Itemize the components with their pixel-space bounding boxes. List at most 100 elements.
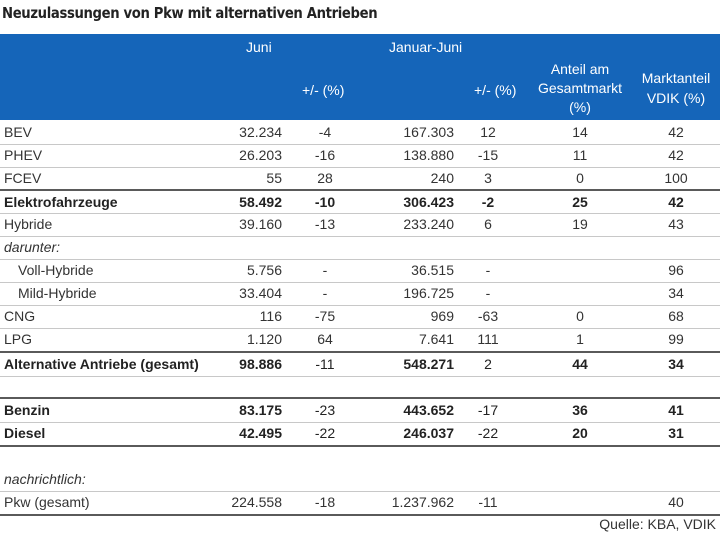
cell-change-januar-juni: -15	[477, 147, 499, 163]
cell-januar-juni: 233.240	[403, 216, 454, 232]
cell-juni: 1.120	[246, 331, 282, 347]
cell-januar-juni: 443.652	[403, 402, 454, 418]
cell-marktanteil: 99	[668, 331, 684, 347]
row-divider	[0, 351, 720, 353]
cell-marktanteil: 42	[668, 147, 684, 163]
table-row-phev: PHEV 26.203 -16 138.880 -15 11 42	[0, 144, 720, 167]
cell-anteil: 36	[572, 402, 588, 418]
cell-change-januar-juni: -	[485, 262, 491, 278]
header-anteil-line3: (%)	[569, 99, 591, 115]
cell-juni: 83.175	[239, 402, 282, 418]
cell-juni: 33.404	[239, 285, 282, 301]
cell-januar-juni: 240	[430, 170, 454, 186]
row-label: Hybride	[4, 216, 53, 232]
cell-juni: 98.886	[239, 356, 282, 372]
row-divider	[0, 144, 720, 145]
row-divider	[0, 213, 720, 214]
cell-juni: 26.203	[239, 147, 282, 163]
header-marktanteil-line1: Marktanteil	[641, 70, 711, 86]
header-change-januar-juni: +/- (%)	[474, 82, 517, 98]
cell-januar-juni: 246.037	[403, 425, 454, 441]
table-row-nachrichtlich: nachrichtlich:	[0, 468, 720, 491]
cell-januar-juni: 1.237.962	[391, 494, 454, 510]
header-anteil-line1: Anteil am	[550, 61, 610, 77]
cell-marktanteil: 34	[668, 356, 684, 372]
cell-juni: 55	[266, 170, 282, 186]
row-label: Alternative Antriebe (gesamt)	[4, 356, 199, 372]
cell-januar-juni: 548.271	[403, 356, 454, 372]
header-anteil-line2: Gesamtmarkt	[537, 80, 622, 96]
row-label: nachrichtlich:	[4, 471, 86, 487]
row-divider	[0, 491, 720, 492]
cell-januar-juni: 969	[430, 308, 454, 324]
cell-change-juni: -75	[314, 308, 336, 324]
cell-change-januar-juni: 3	[484, 170, 492, 186]
table-row-cng: CNG 116 -75 969 -63 0 68	[0, 305, 720, 328]
table-row-hybride: Hybride 39.160 -13 233.240 6 19 43	[0, 213, 720, 236]
cell-marktanteil: 42	[668, 194, 684, 210]
cell-januar-juni: 306.423	[403, 194, 454, 210]
table-row-pkw-gesamt: Pkw (gesamt) 224.558 -18 1.237.962 -11 4…	[0, 491, 720, 514]
cell-change-juni: -22	[314, 425, 336, 441]
row-divider	[0, 167, 720, 168]
cell-change-juni: -4	[318, 124, 332, 140]
row-label: Pkw (gesamt)	[4, 494, 90, 510]
table-header: Juni Januar-Juni +/- (%) +/- (%) Anteil …	[0, 34, 720, 120]
table-row-darunter: darunter:	[0, 236, 720, 259]
cell-januar-juni: 36.515	[411, 262, 454, 278]
table-row-voll-hybride: Voll-Hybride 5.756 - 36.515 - 96	[0, 259, 720, 282]
cell-change-januar-juni: 111	[477, 331, 499, 347]
cell-marktanteil: 68	[668, 308, 684, 324]
cell-marktanteil: 43	[668, 216, 684, 232]
cell-change-januar-juni: 2	[484, 356, 492, 372]
table-row-elektrofahrzeuge: Elektrofahrzeuge 58.492 -10 306.423 -2 2…	[0, 191, 720, 214]
table-row-alternative-antriebe: Alternative Antriebe (gesamt) 98.886 -11…	[0, 353, 720, 376]
row-label: PHEV	[4, 147, 43, 163]
cell-juni: 39.160	[239, 216, 282, 232]
cell-change-juni: -23	[314, 402, 336, 418]
cell-anteil: 44	[572, 356, 588, 372]
header-change-juni: +/- (%)	[302, 82, 345, 98]
row-divider	[0, 328, 720, 329]
cell-januar-juni: 138.880	[403, 147, 454, 163]
cell-marktanteil: 41	[668, 402, 684, 418]
cell-marktanteil: 31	[668, 425, 684, 441]
cell-change-juni: -	[322, 262, 328, 278]
row-label: FCEV	[4, 170, 42, 186]
table-row-bev: BEV 32.234 -4 167.303 12 14 42	[0, 121, 720, 144]
row-divider	[0, 282, 720, 283]
table-title: Neuzulassungen von Pkw mit alternativen …	[2, 4, 378, 22]
section-divider	[0, 397, 720, 399]
table-row-lpg: LPG 1.120 64 7.641 111 1 99	[0, 328, 720, 351]
cell-januar-juni: 196.725	[403, 285, 454, 301]
row-label: LPG	[4, 331, 33, 347]
cell-change-januar-juni: 6	[484, 216, 492, 232]
cell-change-januar-juni: -	[485, 285, 491, 301]
table-row-fcev: FCEV 55 28 240 3 0 100	[0, 167, 720, 190]
row-divider	[0, 189, 720, 191]
row-label: Mild-Hybride	[18, 285, 97, 301]
cell-anteil: 1	[576, 331, 584, 347]
cell-change-juni: -18	[314, 494, 336, 510]
header-marktanteil-line2: VDIK (%)	[646, 90, 706, 106]
cell-marktanteil: 100	[664, 170, 688, 186]
cell-change-juni: 64	[317, 331, 333, 347]
cell-change-juni: 28	[317, 170, 333, 186]
cell-change-januar-juni: -63	[477, 308, 499, 324]
source-note: Quelle: KBA, VDIK	[599, 516, 716, 532]
cell-change-juni: -16	[314, 147, 336, 163]
cell-marktanteil: 40	[668, 494, 684, 510]
row-divider	[0, 376, 720, 377]
cell-anteil: 0	[576, 308, 584, 324]
table-row-mild-hybride: Mild-Hybride 33.404 - 196.725 - 34	[0, 282, 720, 305]
table-row-diesel: Diesel 42.495 -22 246.037 -22 20 31	[0, 422, 720, 445]
cell-juni: 116	[259, 308, 282, 324]
cell-change-januar-juni: -17	[477, 402, 499, 418]
row-divider	[0, 236, 720, 237]
row-divider	[0, 259, 720, 260]
cell-januar-juni: 167.303	[403, 124, 454, 140]
cell-anteil: 0	[576, 170, 584, 186]
row-divider	[0, 422, 720, 423]
row-divider	[0, 305, 720, 306]
cell-change-januar-juni: -22	[477, 425, 499, 441]
